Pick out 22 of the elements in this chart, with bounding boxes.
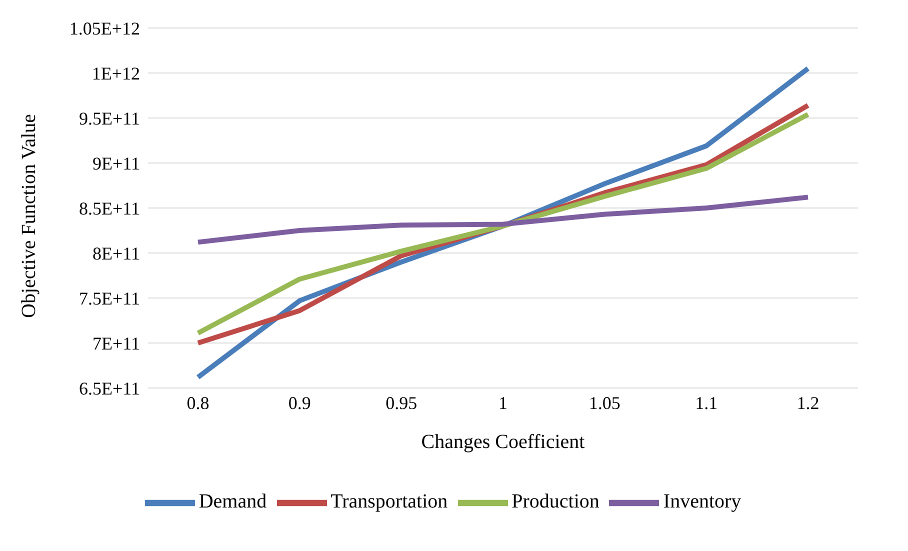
- y-tick-label: 7E+11: [92, 333, 140, 354]
- legend-label: Transportation: [330, 490, 448, 513]
- y-tick-label: 7.5E+11: [79, 288, 140, 308]
- x-tick-label: 1.1: [695, 392, 718, 413]
- y-axis-title: Objective Function Value: [18, 114, 40, 318]
- x-tick-label: 0.8: [186, 392, 210, 413]
- y-tick-label: 1.05E+12: [69, 18, 140, 38]
- y-tick-label: 9.5E+11: [79, 108, 140, 128]
- x-tick-label: 0.9: [288, 392, 311, 413]
- x-tick-label: 1: [498, 392, 508, 413]
- y-tick-label: 6.5E+11: [79, 378, 140, 398]
- y-tick-label: 9E+11: [92, 153, 140, 174]
- legend-label: Demand: [198, 490, 267, 513]
- x-axis-title: Changes Coefficient: [421, 431, 586, 453]
- legend-label: Inventory: [663, 490, 742, 513]
- y-tick-label: 1E+12: [92, 63, 140, 84]
- y-tick-label: 8E+11: [92, 243, 140, 264]
- legend-label: Production: [512, 490, 600, 513]
- x-tick-label: 0.95: [386, 392, 418, 413]
- x-tick-label: 1.05: [588, 392, 620, 413]
- x-tick-label: 1.2: [796, 392, 820, 413]
- y-tick-label: 8.5E+11: [79, 198, 140, 218]
